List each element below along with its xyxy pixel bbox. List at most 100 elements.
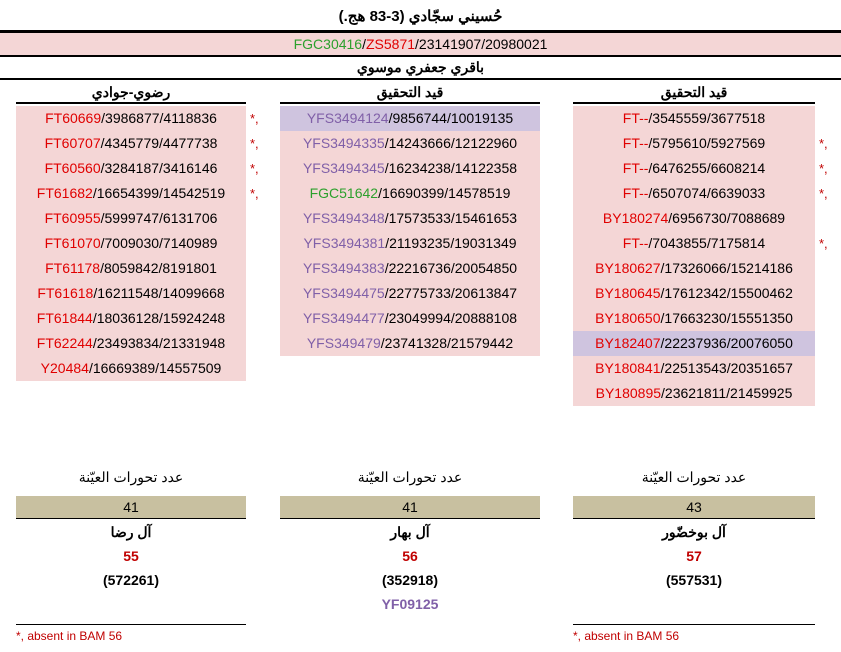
snp-name: BY180650 [595, 310, 661, 326]
snp-row: BY182407/22237936/20076050 [573, 331, 815, 356]
snp-positions: /21193235/19031349 [385, 235, 517, 251]
snp-row: FT61682/16654399/14542519 [16, 181, 246, 206]
snp-line-part: / [362, 36, 366, 52]
snp-positions: /14243666/12122960 [384, 135, 518, 151]
snp-name: YFS3494124 [306, 110, 389, 126]
snp-positions: /23049994/20888108 [384, 310, 518, 326]
snp-name: BY180841 [595, 360, 661, 376]
mutation-count-label: عدد تحورات العيّنة [78, 469, 184, 485]
snp-positions: /3986877/4118836 [101, 110, 217, 126]
snp-positions: /22513543/20351657 [660, 360, 793, 376]
absent-marker: *, [250, 186, 259, 201]
absent-marker: *, [819, 161, 828, 176]
footnote: *, absent in BAM 56 [573, 624, 815, 643]
family-kit-id: (572261) [102, 572, 160, 588]
snp-row: YFS3494381/21193235/19031349 [280, 231, 540, 256]
snp-positions: /23621811/21459925 [661, 385, 793, 401]
haplogroup-column: قيد التحقيق YFS3494124/9856744/10019135 YF… [280, 82, 540, 356]
snp-row: FT60707/4345779/4477738 [16, 131, 246, 156]
snp-row: FGC51642/16690399/14578519 [280, 181, 540, 206]
snp-row: YFS3494348/17573533/15461653 [280, 206, 540, 231]
mutation-count-value: 41 [280, 495, 540, 519]
snp-name: FT-- [622, 235, 649, 251]
snp-row: FT62244/23493834/21331948 [16, 331, 246, 356]
snp-positions: /23493834/21331948 [92, 335, 226, 351]
family-number: 55 [123, 548, 139, 564]
family-block: آل بوخضّور 57 (557531) [573, 520, 815, 592]
family-name: آل بهار [390, 524, 430, 540]
snp-positions: /7043855/7175814 [648, 235, 766, 251]
absent-marker: *, [819, 186, 828, 201]
snp-name: FT61682 [36, 185, 93, 201]
snp-positions: /22775733/20613847 [384, 285, 518, 301]
snp-positions: /5795610/5927569 [648, 135, 766, 151]
snp-name: BY180645 [595, 285, 661, 301]
snp-row: BY180841/22513543/20351657 [573, 356, 815, 381]
snp-name: YFS3494477 [302, 310, 385, 326]
snp-positions: /22237936/20076050 [660, 335, 793, 351]
snp-row: YFS3494345/16234238/14122358 [280, 156, 540, 181]
absent-marker: *, [250, 136, 259, 151]
absent-marker: *, [250, 161, 259, 176]
snp-positions: /3284187/3416146 [100, 160, 218, 176]
snp-row: YFS349479/23741328/21579442 [280, 331, 540, 356]
snp-row: FT61844/18036128/15924248 [16, 306, 246, 331]
snp-positions: /23741328/21579442 [380, 335, 514, 351]
snp-name: YFS3494475 [302, 285, 385, 301]
family-kit-id: (352918) [381, 572, 439, 588]
snp-line-part: ZS5871 [365, 36, 416, 52]
snp-positions: /16211548/14099668 [93, 285, 225, 301]
column-header: قيد التحقيق [280, 82, 540, 104]
snp-name: FT60669 [45, 110, 102, 126]
family-name: آل بوخضّور [662, 524, 726, 540]
snp-row: FT61618/16211548/14099668 [16, 281, 246, 306]
snp-positions: /17663230/15551350 [660, 310, 793, 326]
snp-positions: /16654399/14542519 [92, 185, 226, 201]
snp-name: FT-- [622, 135, 649, 151]
snp-line-part: /23141907/20980021 [415, 36, 548, 52]
snp-row: YFS3494124/9856744/10019135 [280, 106, 540, 131]
column-header: رضوي-جوادي [16, 82, 246, 104]
family-kit-id: (557531) [665, 572, 723, 588]
snp-name: FT-- [622, 160, 649, 176]
snp-positions: /7009030/7140989 [100, 235, 218, 251]
snp-row: YFS3494477/23049994/20888108 [280, 306, 540, 331]
snp-name: YFS3494383 [302, 260, 385, 276]
snp-row: BY180650/17663230/15551350 [573, 306, 815, 331]
snp-name: FT61178 [45, 260, 101, 276]
family-block: آل بهار 56 (352918) YF09125 [280, 520, 540, 616]
snp-name: FT-- [622, 185, 649, 201]
snp-row: BY180627/17326066/15214186 [573, 256, 815, 281]
snp-row: FT60955/5999747/6131706 [16, 206, 246, 231]
snp-row: BY180645/17612342/15500462 [573, 281, 815, 306]
snp-row: BY180274/6956730/7088689 [573, 206, 815, 231]
mutation-count-value: 43 [573, 495, 815, 519]
haplogroup-column: قيد التحقيق FT--/3545559/3677518 FT--/5795… [573, 82, 815, 406]
snp-row: FT--/5795610/5927569 [573, 131, 815, 156]
snp-positions: /6507074/6639033 [648, 185, 766, 201]
tree-title: حُسيني سجّادي (3-83 هج.) [0, 4, 841, 32]
snp-row: FT60560/3284187/3416146 [16, 156, 246, 181]
snp-row: FT60669/3986877/4118836 [16, 106, 246, 131]
snp-name: BY180627 [595, 260, 661, 276]
family-name: آل رضا [110, 524, 152, 540]
branch-subtitle: باقري جعفري موسوي [0, 56, 841, 80]
snp-positions: /22216736/20054850 [384, 260, 518, 276]
snp-positions: /9856744/10019135 [388, 110, 514, 126]
snp-positions: /17573533/15461653 [384, 210, 518, 226]
snp-name: FT60707 [44, 135, 101, 151]
snp-positions: /5999747/6131706 [100, 210, 218, 226]
snp-name: YFS3494345 [302, 160, 385, 176]
snp-row: FT61178/8059842/8191801 [16, 256, 246, 281]
snp-row: FT--/7043855/7175814 [573, 231, 815, 256]
snp-name: FT61070 [44, 235, 101, 251]
absent-marker: *, [819, 136, 828, 151]
snp-name: FGC51642 [309, 185, 379, 201]
snp-row: YFS3494335/14243666/12122960 [280, 131, 540, 156]
mutation-count-value: 41 [16, 495, 246, 519]
snp-name: FT60560 [44, 160, 101, 176]
family-block: آل رضا 55 (572261) [16, 520, 246, 592]
snp-positions: /3545559/3677518 [648, 110, 766, 126]
snp-name: BY180895 [595, 385, 662, 401]
absent-marker: *, [819, 236, 828, 251]
